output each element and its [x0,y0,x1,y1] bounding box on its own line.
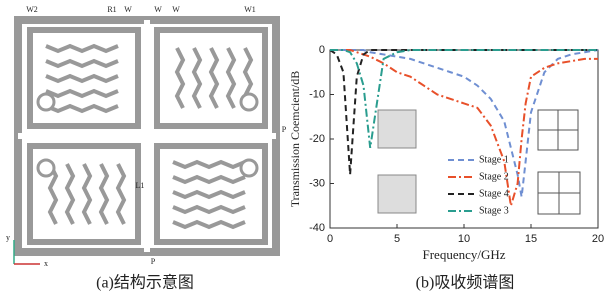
dimension-label: W [124,5,132,14]
caption: (b)吸收频谱图 [416,274,515,292]
dimension-label: W [172,5,180,14]
ring [241,160,257,176]
legend-label: Stage 4 [479,188,509,199]
dimension-label: y [6,233,10,242]
x-tick-label: 10 [458,233,470,245]
dimension-label: R1 [107,5,116,14]
y-tick-label: -30 [309,177,325,189]
structure-diagram [14,20,276,264]
inset [378,175,416,213]
x-tick-label: 5 [394,233,400,245]
legend-label: Stage 3 [479,205,509,216]
dimension-label: P [151,257,156,266]
ring [241,94,257,110]
y-tick-label: -40 [309,222,325,234]
y-tick-label: -10 [309,88,325,100]
dimension-label: W2 [26,5,38,14]
ring [38,94,54,110]
dimension-label: P [282,125,287,134]
x-tick-label: 15 [525,233,537,245]
dimension-label: W [154,5,162,14]
y-tick-label: 0 [319,44,325,56]
x-tick-label: 0 [327,233,333,245]
dimension-label: W1 [244,5,256,14]
caption: (a)结构示意图 [96,273,194,292]
x-tick-label: 20 [592,233,604,245]
figure: (a)结构示意图 W2R1WWWW1PPL1yx0-10-20-30-40051… [0,0,605,299]
dimension-label: L1 [136,181,145,190]
x-axis-label: Frequency/GHz [422,247,505,262]
y-axis-label: Transmission Coemcient/dB [288,71,302,208]
dimension-label: x [44,259,48,268]
ring [38,160,54,176]
inset [378,110,416,148]
legend-label: Stage 2 [479,171,509,182]
y-tick-label: -20 [309,133,325,145]
